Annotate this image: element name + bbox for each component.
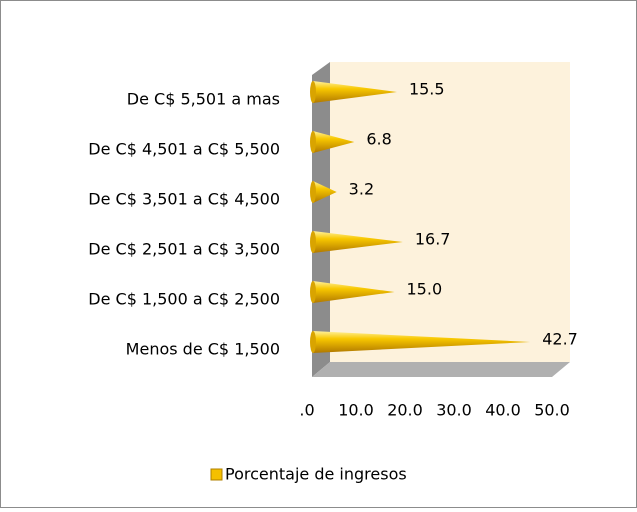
- cone-base: [310, 81, 316, 103]
- y-tick-label: De C$ 1,500 a C$ 2,500: [88, 290, 280, 309]
- cone: [313, 81, 397, 103]
- cone: [313, 331, 531, 353]
- value-label: 16.7: [415, 230, 451, 249]
- x-tick-label: .0: [299, 401, 314, 420]
- cone: [313, 181, 337, 203]
- value-label: 15.0: [407, 280, 443, 299]
- x-tick-label: 10.0: [338, 401, 374, 420]
- y-tick-label: De C$ 3,501 a C$ 4,500: [88, 190, 280, 209]
- legend-label: Porcentaje de ingresos: [225, 465, 407, 484]
- cone-base: [310, 231, 316, 253]
- value-label: 42.7: [542, 330, 578, 349]
- value-label: 3.2: [349, 180, 374, 199]
- y-tick-label: Menos de C$ 1,500: [126, 340, 280, 359]
- x-tick-label: 40.0: [485, 401, 521, 420]
- cone-base: [310, 131, 316, 153]
- x-tick-label: 20.0: [387, 401, 423, 420]
- cone: [313, 281, 395, 303]
- floor: [312, 362, 570, 377]
- y-tick-label: De C$ 4,501 a C$ 5,500: [88, 140, 280, 159]
- cone-base: [310, 181, 316, 203]
- y-tick-label: De C$ 2,501 a C$ 3,500: [88, 240, 280, 259]
- legend-swatch: [210, 468, 223, 481]
- cone: [313, 231, 403, 253]
- cone: [313, 131, 355, 153]
- y-tick-label: De C$ 5,501 a mas: [127, 90, 280, 109]
- side-wall: [312, 62, 330, 377]
- cone-base: [310, 281, 316, 303]
- x-tick-label: 30.0: [436, 401, 472, 420]
- x-tick-label: 50.0: [534, 401, 570, 420]
- back-wall: [330, 62, 570, 362]
- value-label: 15.5: [409, 80, 445, 99]
- value-label: 6.8: [366, 130, 391, 149]
- cone-base: [310, 331, 316, 353]
